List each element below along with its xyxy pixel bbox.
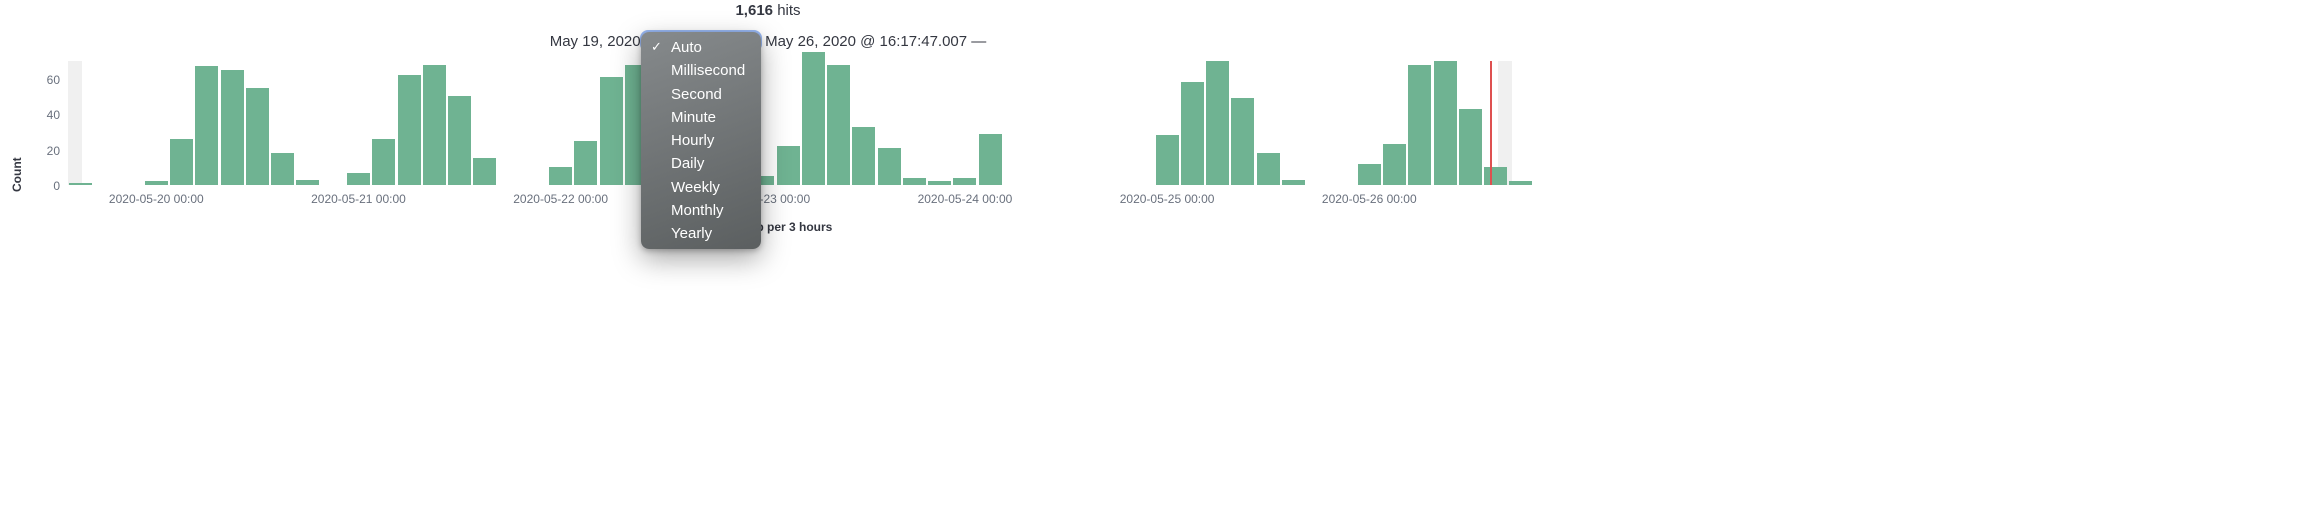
x-tick: 2020-05-26 00:00	[1322, 192, 1417, 206]
left-band	[68, 61, 82, 185]
bar[interactable]	[398, 75, 421, 185]
bar[interactable]	[1383, 144, 1406, 185]
bar[interactable]	[979, 134, 1002, 185]
interval-option[interactable]: Hourly	[641, 129, 761, 152]
x-tick: 2020-05-25 00:00	[1120, 192, 1215, 206]
bar[interactable]	[852, 127, 875, 185]
y-tick: 60	[34, 74, 60, 86]
interval-option[interactable]: Second	[641, 83, 761, 106]
interval-option[interactable]: Millisecond	[641, 59, 761, 82]
bar[interactable]	[574, 141, 597, 185]
interval-option-label: Daily	[671, 155, 704, 172]
bar[interactable]	[1206, 61, 1229, 185]
y-axis-label: Count	[10, 157, 24, 192]
bar[interactable]	[1358, 164, 1381, 185]
check-icon: ✓	[651, 37, 662, 57]
interval-option-label: Weekly	[671, 179, 720, 196]
bar[interactable]	[170, 139, 193, 185]
x-tick: 2020-05-22 00:00	[513, 192, 608, 206]
interval-option[interactable]: Monthly	[641, 199, 761, 222]
x-axis-label: timestamp per 3 hours	[0, 220, 1536, 234]
x-tick: 2020-05-21 00:00	[311, 192, 406, 206]
interval-dropdown[interactable]: ✓ Auto Millisecond Second Minute Hourly Daily W…	[641, 32, 761, 249]
bar[interactable]	[1408, 65, 1431, 185]
interval-option[interactable]: Weekly	[641, 176, 761, 199]
bar[interactable]	[423, 65, 446, 185]
bar[interactable]	[1156, 135, 1179, 185]
y-tick: 20	[34, 145, 60, 157]
bar[interactable]	[296, 180, 319, 185]
bar[interactable]	[1181, 82, 1204, 185]
interval-option-label: Minute	[671, 109, 716, 126]
y-tick: 40	[34, 109, 60, 121]
interval-option-label: Auto	[671, 39, 702, 56]
bar[interactable]	[69, 183, 92, 185]
chart-header: 1,616 hits May 19, 2020 @ 16:17:47.006 -…	[0, 0, 1536, 50]
time-range: May 19, 2020 @ 16:17:47.006 - May 26, 20…	[0, 33, 1536, 50]
bar[interactable]	[145, 181, 168, 185]
bar[interactable]	[953, 178, 976, 185]
bar[interactable]	[1282, 180, 1305, 185]
bar[interactable]	[1509, 181, 1532, 185]
bar[interactable]	[271, 153, 294, 185]
bar[interactable]	[827, 65, 850, 185]
plot-area	[68, 61, 1512, 185]
bar[interactable]	[221, 70, 244, 185]
bar[interactable]	[473, 158, 496, 185]
bar[interactable]	[195, 66, 218, 185]
interval-option-label: Monthly	[671, 202, 724, 219]
interval-option[interactable]: Minute	[641, 106, 761, 129]
bar[interactable]	[347, 173, 370, 185]
hits-count: 1,616	[735, 2, 773, 19]
bar[interactable]	[600, 77, 623, 185]
bar[interactable]	[372, 139, 395, 185]
bar[interactable]	[1434, 61, 1457, 185]
y-axis-ticks: 0204060	[34, 62, 60, 186]
hits-line: 1,616 hits	[0, 2, 1536, 19]
bar[interactable]	[246, 88, 269, 185]
hits-label: hits	[777, 2, 800, 19]
bar[interactable]	[1231, 98, 1254, 185]
interval-option[interactable]: Daily	[641, 152, 761, 175]
bar[interactable]	[903, 178, 926, 185]
interval-option-label: Hourly	[671, 132, 714, 149]
interval-option[interactable]: ✓ Auto	[641, 36, 761, 59]
interval-option-label: Millisecond	[671, 62, 745, 79]
bar[interactable]	[777, 146, 800, 185]
bar[interactable]	[802, 52, 825, 185]
x-axis-ticks: 2020-05-20 00:00 2020-05-21 00:00 2020-05-…	[68, 192, 1512, 208]
x-tick: 2020-05-20 00:00	[109, 192, 204, 206]
bar[interactable]	[928, 181, 951, 185]
interval-option-label: Yearly	[671, 225, 712, 242]
x-tick: 2020-05-24 00:00	[918, 192, 1013, 206]
bar[interactable]	[1459, 109, 1482, 185]
bar[interactable]	[448, 96, 471, 185]
histogram-chart: Count 0 20 40 60 2020-05-20 00:00 2020-05-21…	[0, 62, 1536, 292]
bar[interactable]	[878, 148, 901, 185]
interval-option-label: Second	[671, 86, 722, 103]
bar[interactable]	[1257, 153, 1280, 185]
bar[interactable]	[549, 167, 572, 185]
bar[interactable]	[1484, 167, 1507, 185]
y-tick: 0	[34, 180, 60, 192]
interval-option[interactable]: Yearly	[641, 222, 761, 245]
now-marker	[1490, 61, 1492, 185]
